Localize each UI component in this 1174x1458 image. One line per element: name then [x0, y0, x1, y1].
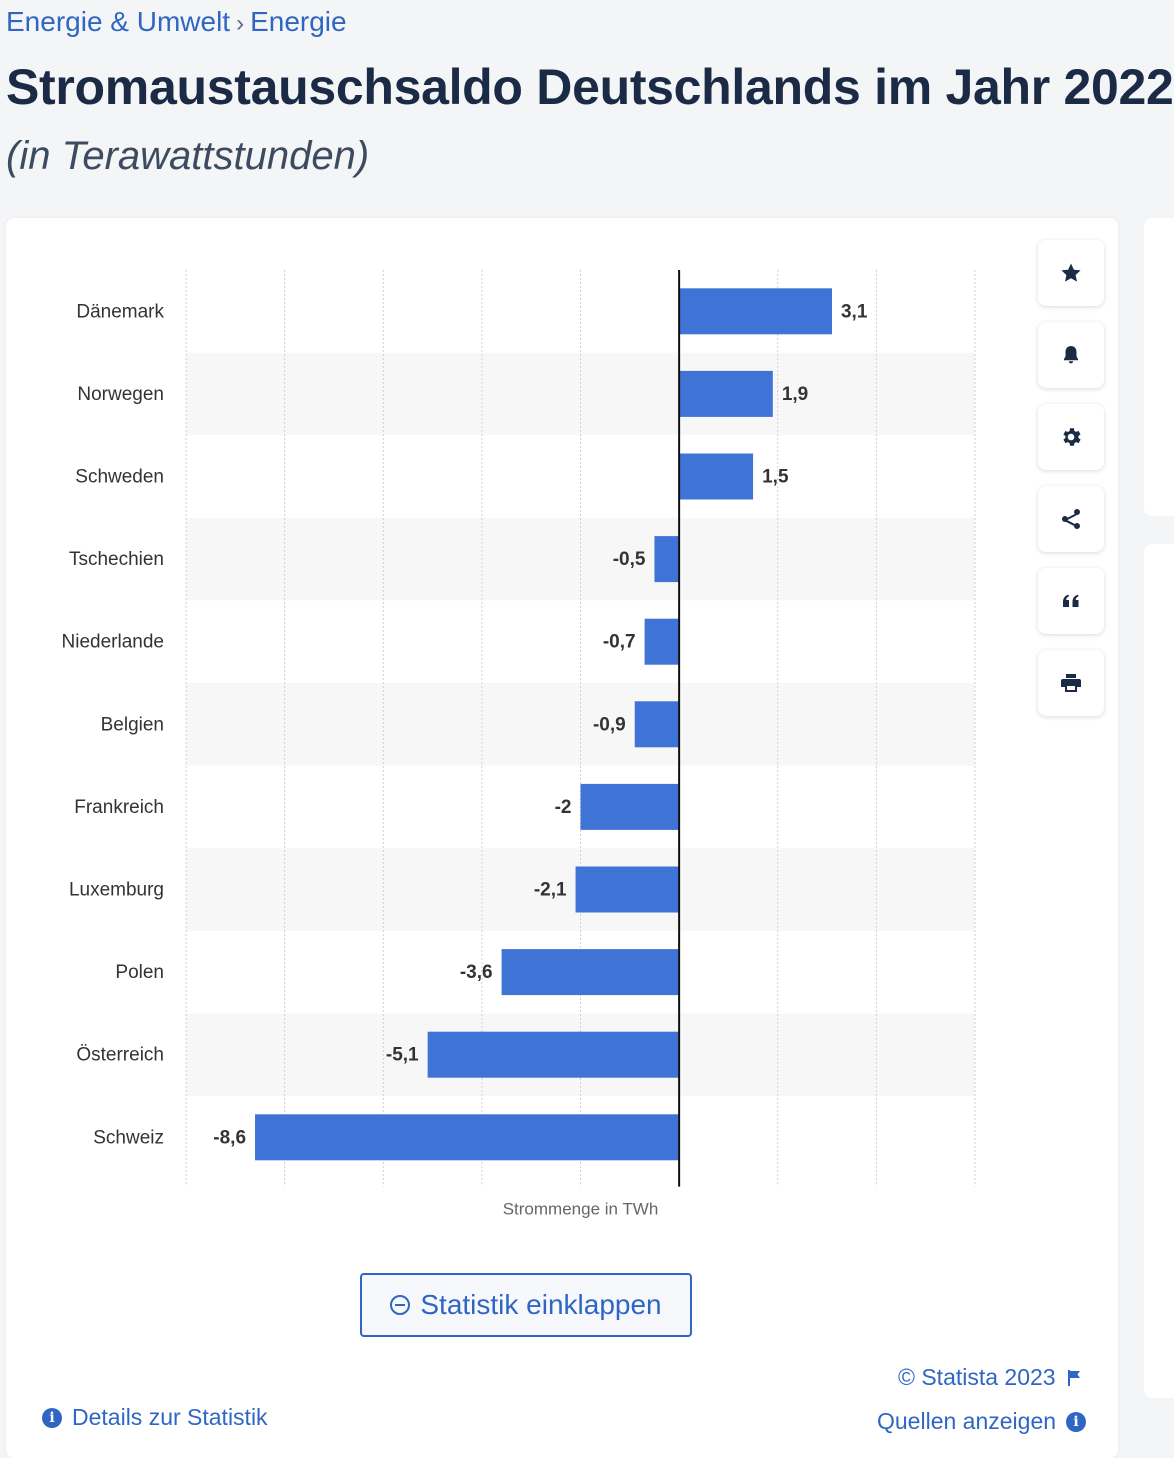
copyright-text: © Statista 2023 — [898, 1364, 1056, 1390]
settings-button[interactable] — [1038, 404, 1104, 470]
x-axis-label: Strommenge in TWh — [503, 1200, 659, 1219]
bar[interactable] — [644, 618, 680, 665]
bar[interactable] — [427, 1031, 680, 1078]
value-label: 1,9 — [782, 384, 808, 405]
bar[interactable] — [634, 701, 680, 748]
breadcrumb-item-energie-umwelt[interactable]: Energie & Umwelt — [6, 6, 231, 37]
quote-icon — [1063, 594, 1079, 607]
bar[interactable] — [255, 1114, 680, 1161]
category-label: Norwegen — [77, 384, 164, 405]
breadcrumb: Energie & Umwelt › Energie — [6, 6, 347, 38]
category-label: Luxemburg — [69, 880, 164, 901]
chart-card: Dänemark Norwegen Schweden Tschechien Nieder… — [6, 218, 1118, 1458]
breadcrumb-separator: › — [236, 10, 245, 37]
cite-button[interactable] — [1038, 568, 1104, 634]
bell-icon — [1064, 346, 1078, 364]
value-label: 1,5 — [762, 467, 789, 488]
print-button[interactable] — [1038, 650, 1104, 716]
bar[interactable] — [580, 783, 680, 830]
share-icon — [1062, 509, 1080, 529]
copyright-link[interactable]: © Statista 2023 — [898, 1364, 1082, 1391]
category-label: Dänemark — [76, 301, 164, 322]
details-text: Details zur Statistik — [72, 1404, 268, 1430]
value-label: -2,1 — [534, 880, 567, 901]
minus-circle-icon — [390, 1295, 411, 1315]
side-panel-bottom — [1144, 544, 1174, 1398]
bar[interactable] — [679, 370, 773, 417]
value-label: -0,7 — [603, 632, 636, 653]
bar[interactable] — [501, 949, 680, 996]
bar[interactable] — [575, 866, 680, 913]
sources-link[interactable]: Quellen anzeigen i — [877, 1408, 1087, 1435]
page-subtitle: (in Terawattstunden) — [6, 134, 370, 178]
gear-icon — [1063, 428, 1081, 446]
value-label: -5,1 — [386, 1045, 419, 1066]
category-labels: Dänemark Norwegen Schweden Tschechien Nieder… — [62, 301, 165, 1148]
value-label: -3,6 — [460, 962, 493, 983]
category-label: Niederlande — [62, 632, 164, 653]
category-label: Österreich — [76, 1045, 164, 1066]
info-icon: i — [1066, 1411, 1087, 1432]
category-label: Tschechien — [69, 549, 164, 570]
details-link[interactable]: i Details zur Statistik — [42, 1404, 268, 1431]
grid-lines — [185, 270, 976, 1187]
notification-button[interactable] — [1038, 322, 1104, 388]
category-label: Frankreich — [74, 797, 164, 818]
value-label: -2 — [555, 797, 572, 818]
bar[interactable] — [679, 453, 754, 500]
value-label: -0,9 — [593, 714, 626, 735]
category-label: Schweden — [75, 467, 164, 488]
bars — [255, 288, 832, 1161]
page-title: Stromaustauschsaldo Deutschlands im Jahr… — [6, 59, 1174, 115]
flag-icon — [1066, 1369, 1082, 1387]
category-label: Polen — [115, 962, 164, 983]
info-icon: i — [42, 1407, 62, 1428]
value-label: -8,6 — [213, 1127, 246, 1148]
category-label: Schweiz — [93, 1127, 164, 1148]
share-button[interactable] — [1038, 486, 1104, 552]
bar[interactable] — [679, 288, 832, 335]
bar[interactable] — [654, 536, 680, 583]
side-panel-top — [1144, 218, 1174, 516]
breadcrumb-item-energie[interactable]: Energie — [250, 6, 347, 37]
sources-text: Quellen anzeigen — [877, 1408, 1057, 1434]
value-labels: 3,1 1,9 1,5 -0,5 -0,7 -0,9 -2 -2,1 -3,6 -5,1 -8,6 — [213, 301, 868, 1148]
collapse-label: Statistik einklappen — [420, 1289, 662, 1320]
category-label: Belgien — [101, 714, 164, 735]
value-label: -0,5 — [613, 549, 646, 570]
favorite-button[interactable] — [1038, 240, 1104, 306]
star-icon — [1061, 263, 1081, 282]
collapse-statistic-button[interactable]: Statistik einklappen — [360, 1273, 692, 1337]
print-icon — [1061, 674, 1081, 692]
value-label: 3,1 — [841, 301, 868, 322]
bar-chart: Dänemark Norwegen Schweden Tschechien Nieder… — [62, 270, 976, 1219]
